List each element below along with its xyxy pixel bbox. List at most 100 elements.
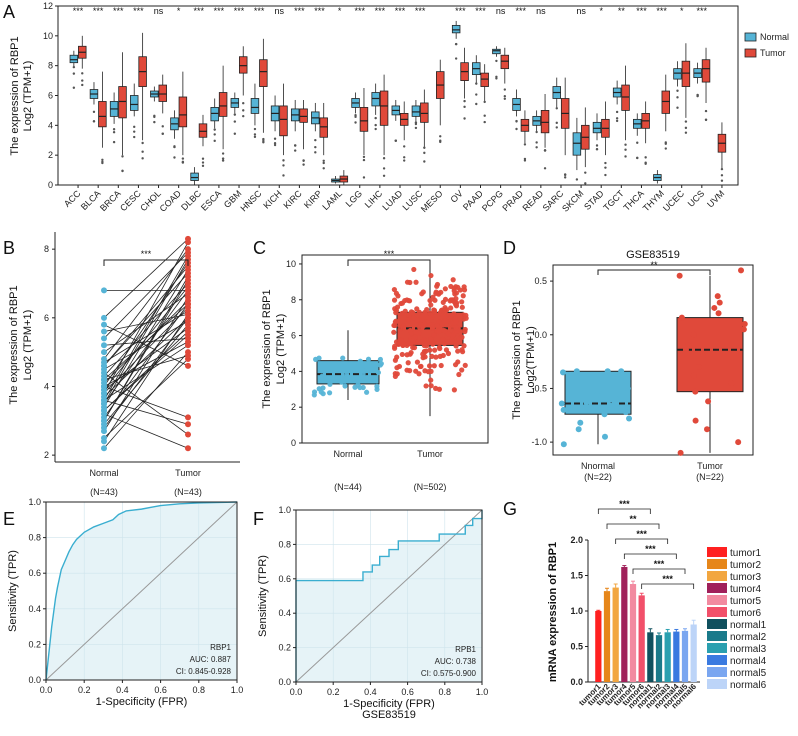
significance-label: *: [177, 6, 181, 16]
x-tick-label-prad: PRAD: [500, 188, 525, 213]
tumor-box: [279, 105, 288, 137]
tumor-point: [391, 297, 398, 303]
bar-normal4: [673, 631, 680, 682]
tumor-outlier: [382, 157, 386, 160]
tumor-outlier: [644, 156, 647, 159]
y-tick-label: 0.5: [570, 642, 583, 652]
y-tick-label: 0.4: [28, 604, 41, 614]
tumor-outlier: [201, 164, 205, 168]
legend-swatch-tumor1: [707, 547, 727, 557]
tumor-point: [711, 304, 718, 311]
y-tick-label: 0.5: [534, 276, 547, 286]
tumor-point: [430, 341, 436, 347]
x-tick-label-read: READ: [521, 188, 546, 213]
y-axis-label: The expression of RBP1: [261, 289, 273, 408]
normal-outlier: [92, 110, 96, 114]
tumor-point: [692, 417, 699, 424]
tumor-outlier: [161, 132, 164, 135]
tumor-point: [704, 426, 711, 433]
normal-box: [69, 54, 79, 64]
nnormal-point: [573, 368, 580, 375]
tumor-box: [158, 84, 167, 102]
tumor-point: [407, 327, 413, 334]
tumor-outlier: [503, 88, 507, 91]
normal-outlier: [454, 42, 458, 46]
tumor-outlier: [624, 143, 627, 146]
normal-box: [190, 172, 199, 181]
tumor-point: [741, 321, 748, 328]
legend-label-normal5: normal5: [730, 668, 767, 679]
significance-bracket: [623, 553, 677, 559]
tumor-point: [416, 330, 422, 336]
auc-label: AUC: 0.887: [190, 655, 232, 664]
tumor-point: [459, 299, 465, 305]
normal-point: [101, 376, 107, 383]
pair-line: [103, 248, 189, 360]
tumor-point: [445, 331, 451, 337]
normal-point: [357, 358, 363, 364]
x-tick-label-lgg: LGG: [344, 188, 365, 209]
nnormal-point: [593, 391, 600, 398]
normal-point: [364, 389, 370, 395]
normal-point: [369, 376, 375, 382]
y-tick-label: 8: [44, 244, 49, 254]
tumor-outlier: [262, 141, 265, 144]
tumor-point: [459, 347, 465, 353]
normal-point: [101, 407, 107, 414]
normal-box: [492, 48, 501, 55]
x-tick-label: 0.4: [116, 685, 129, 695]
significance-label: ***: [93, 6, 104, 16]
pair-line: [103, 324, 189, 425]
tumor-point: [432, 347, 438, 353]
y-tick-label: 0.0: [534, 330, 547, 340]
nnormal-point: [601, 411, 608, 418]
legend-label-tumor1: tumor1: [730, 548, 762, 559]
legend-label-normal1: normal1: [730, 620, 767, 631]
roc-curve: [295, 510, 483, 682]
y-tick-label: 8: [291, 295, 296, 305]
normal-point: [101, 417, 107, 424]
y-tick-label: 0: [291, 438, 296, 448]
tumor-point: [455, 284, 461, 290]
tumor-point: [424, 306, 430, 313]
tumor-point: [434, 323, 440, 329]
tumor-box: [676, 317, 744, 393]
diagonal-line: [45, 501, 238, 681]
normal-outlier: [314, 138, 317, 142]
tumor-point: [456, 371, 462, 378]
significance-label: ***: [662, 574, 673, 584]
y-tick-label: 1.0: [570, 606, 583, 616]
panel-letter-e: E: [3, 509, 15, 529]
nnormal-point: [611, 401, 618, 408]
tumor-point: [461, 287, 468, 293]
tumor-point: [428, 336, 434, 342]
tumor-point: [442, 305, 448, 311]
y-tick-label: 0.2: [278, 643, 291, 653]
normal-point: [355, 382, 361, 388]
tumor-point: [185, 421, 191, 428]
normal-outlier: [555, 126, 558, 129]
significance-bracket: [597, 508, 651, 514]
legend-label-normal2: normal2: [730, 632, 767, 643]
x-tick-label: 1.0: [476, 687, 489, 697]
tumor-point: [442, 286, 448, 292]
normal-outlier: [173, 145, 176, 148]
tumor-point: [453, 343, 459, 349]
tumor-outlier: [101, 158, 104, 162]
significance-label: ***: [73, 6, 84, 16]
tumor-point: [453, 325, 459, 331]
x-tick-label-pcpg: PCPG: [480, 188, 505, 213]
y-tick-label: 4: [44, 381, 49, 391]
bar-tumor4: [621, 566, 628, 682]
tumor-outlier: [704, 109, 708, 113]
significance-label: ***: [234, 6, 245, 16]
tumor-outlier: [720, 179, 724, 182]
x-tick-label-normal: Normal: [333, 449, 362, 459]
tumor-box: [118, 86, 127, 119]
tumor-point: [402, 308, 408, 314]
normal-outlier: [535, 130, 538, 134]
tumor-point: [442, 296, 449, 303]
nnormal-point: [626, 415, 633, 422]
y-tick-label: 6: [48, 91, 53, 101]
tumor-point: [431, 307, 437, 313]
